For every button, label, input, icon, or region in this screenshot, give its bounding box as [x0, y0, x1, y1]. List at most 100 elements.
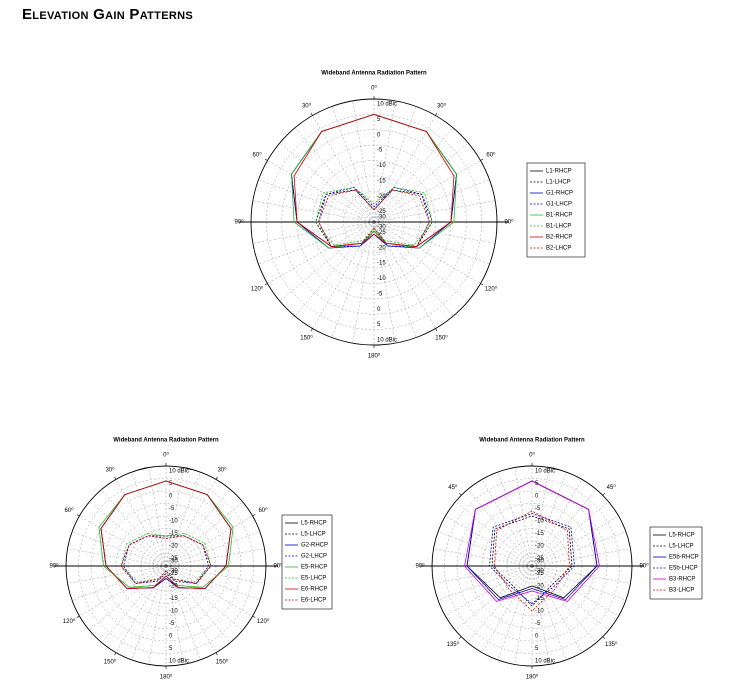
r-tick-label: -10 [377, 163, 386, 169]
legend-label: G2-LHCP [301, 554, 327, 560]
angle-tick-label: 60⁰ [258, 507, 268, 514]
r-tick-label: 5 [169, 481, 173, 487]
angle-tick-label: 135⁰ [447, 641, 460, 648]
spoke [165, 565, 253, 617]
angle-tick-label: 150⁰ [216, 659, 229, 666]
r-tick-label: -15 [377, 261, 386, 267]
spoke [165, 531, 261, 567]
angle-tick [480, 283, 484, 286]
spoke [437, 531, 533, 567]
angle-tick [264, 158, 268, 161]
r-tick-label: -20 [535, 584, 544, 590]
angle-tick-label: 90⁰ [504, 219, 514, 226]
angle-tick-label: 180⁰ [160, 674, 173, 681]
spoke [373, 221, 469, 302]
chart-title: Wideband Antenna Radiation Pattern [113, 438, 219, 444]
legend-label: E5-RHCP [301, 565, 327, 571]
legend-label: L5-RHCP [301, 521, 327, 527]
legend-label: E6-RHCP [301, 587, 327, 593]
angle-tick-label: 30⁰ [437, 103, 447, 110]
r-tick-label: -20 [377, 245, 386, 251]
angle-tick-label: 90⁰ [639, 563, 649, 570]
angle-tick [458, 492, 462, 496]
angle-tick [252, 615, 256, 618]
spoke [71, 531, 167, 567]
legend-label: L5-LHCP [301, 532, 326, 538]
legend-label: B1-LHCP [546, 224, 571, 230]
spoke [352, 100, 375, 223]
spoke [531, 489, 597, 567]
legend-box [649, 526, 703, 600]
spoke [165, 565, 243, 631]
r-tick-label: -5 [377, 291, 383, 297]
spoke [373, 221, 496, 244]
angle-tick-label: 90⁰ [234, 219, 244, 226]
spoke [148, 467, 167, 567]
r-tick-label: 0 [169, 634, 173, 640]
angle-tick-label: 120⁰ [257, 618, 270, 625]
r-tick-label: -30 [169, 569, 178, 575]
r-tick-label: -25 [169, 556, 178, 562]
legend-label: B3-LHCP [669, 588, 694, 594]
spoke [445, 565, 533, 617]
series-line [315, 186, 433, 246]
series-line [491, 515, 573, 607]
r-tick-label: 0 [535, 634, 539, 640]
r-tick-label: -5 [169, 621, 175, 627]
angle-tick-label: 45⁰ [448, 484, 458, 491]
r-tick-label: -25 [377, 230, 386, 236]
angle-tick [480, 158, 484, 161]
r-tick-label: -5 [377, 148, 383, 154]
r-tick-label: -25 [535, 556, 544, 562]
spoke [294, 221, 375, 317]
r-tick-label: -10 [377, 276, 386, 282]
r-tick-label: 5 [377, 117, 381, 123]
r-tick-label: 0 [535, 494, 539, 500]
spoke [373, 221, 417, 338]
r-tick-label: -30 [535, 569, 544, 575]
spoke [165, 565, 261, 601]
legend-label: G1-LHCP [546, 202, 572, 208]
spoke [165, 467, 184, 567]
series-line [318, 189, 430, 248]
angle-tick [215, 652, 218, 656]
legend-label: G2-RHCP [301, 543, 328, 549]
legend-label: L1-LHCP [546, 180, 571, 186]
r-tick-label: -15 [169, 531, 178, 537]
angle-tick-label: 45⁰ [607, 484, 617, 491]
r-tick-label: -20 [535, 544, 544, 550]
spoke [279, 142, 375, 223]
angle-tick-label: 60⁰ [64, 507, 74, 514]
spoke [165, 471, 201, 567]
series-line [494, 510, 570, 612]
spoke [165, 565, 231, 643]
angle-tick-label: 150⁰ [104, 659, 117, 666]
r-tick-label: 5 [169, 646, 173, 652]
angle-tick-label: 135⁰ [605, 641, 618, 648]
series-line [120, 533, 212, 583]
angle-tick-label: 30⁰ [217, 466, 227, 473]
angle-tick [435, 328, 438, 332]
spoke [258, 179, 375, 223]
legend-box [526, 162, 586, 258]
spoke [71, 565, 167, 601]
r-tick-label: -5 [535, 506, 541, 512]
spoke [294, 127, 375, 223]
r-tick-label: -5 [169, 506, 175, 512]
series-line [466, 480, 598, 599]
r-tick-label: -15 [535, 596, 544, 602]
chart-title: Wideband Antenna Radiation Pattern [479, 438, 585, 444]
legend-label: G1-RHCP [546, 191, 573, 197]
angle-tick [310, 328, 313, 332]
angle-tick [458, 636, 462, 640]
angle-tick-label: 90⁰ [49, 563, 59, 570]
legend-label: B2-RHCP [546, 235, 572, 241]
angle-tick-label: 30⁰ [302, 103, 312, 110]
r-tick-label: 0 [169, 494, 173, 500]
r-tick-label: 10 dBic [535, 659, 555, 665]
r-tick-label: -15 [535, 531, 544, 537]
angle-tick-label: 90⁰ [273, 563, 283, 570]
r-tick-label: 10 dBic [169, 469, 189, 475]
